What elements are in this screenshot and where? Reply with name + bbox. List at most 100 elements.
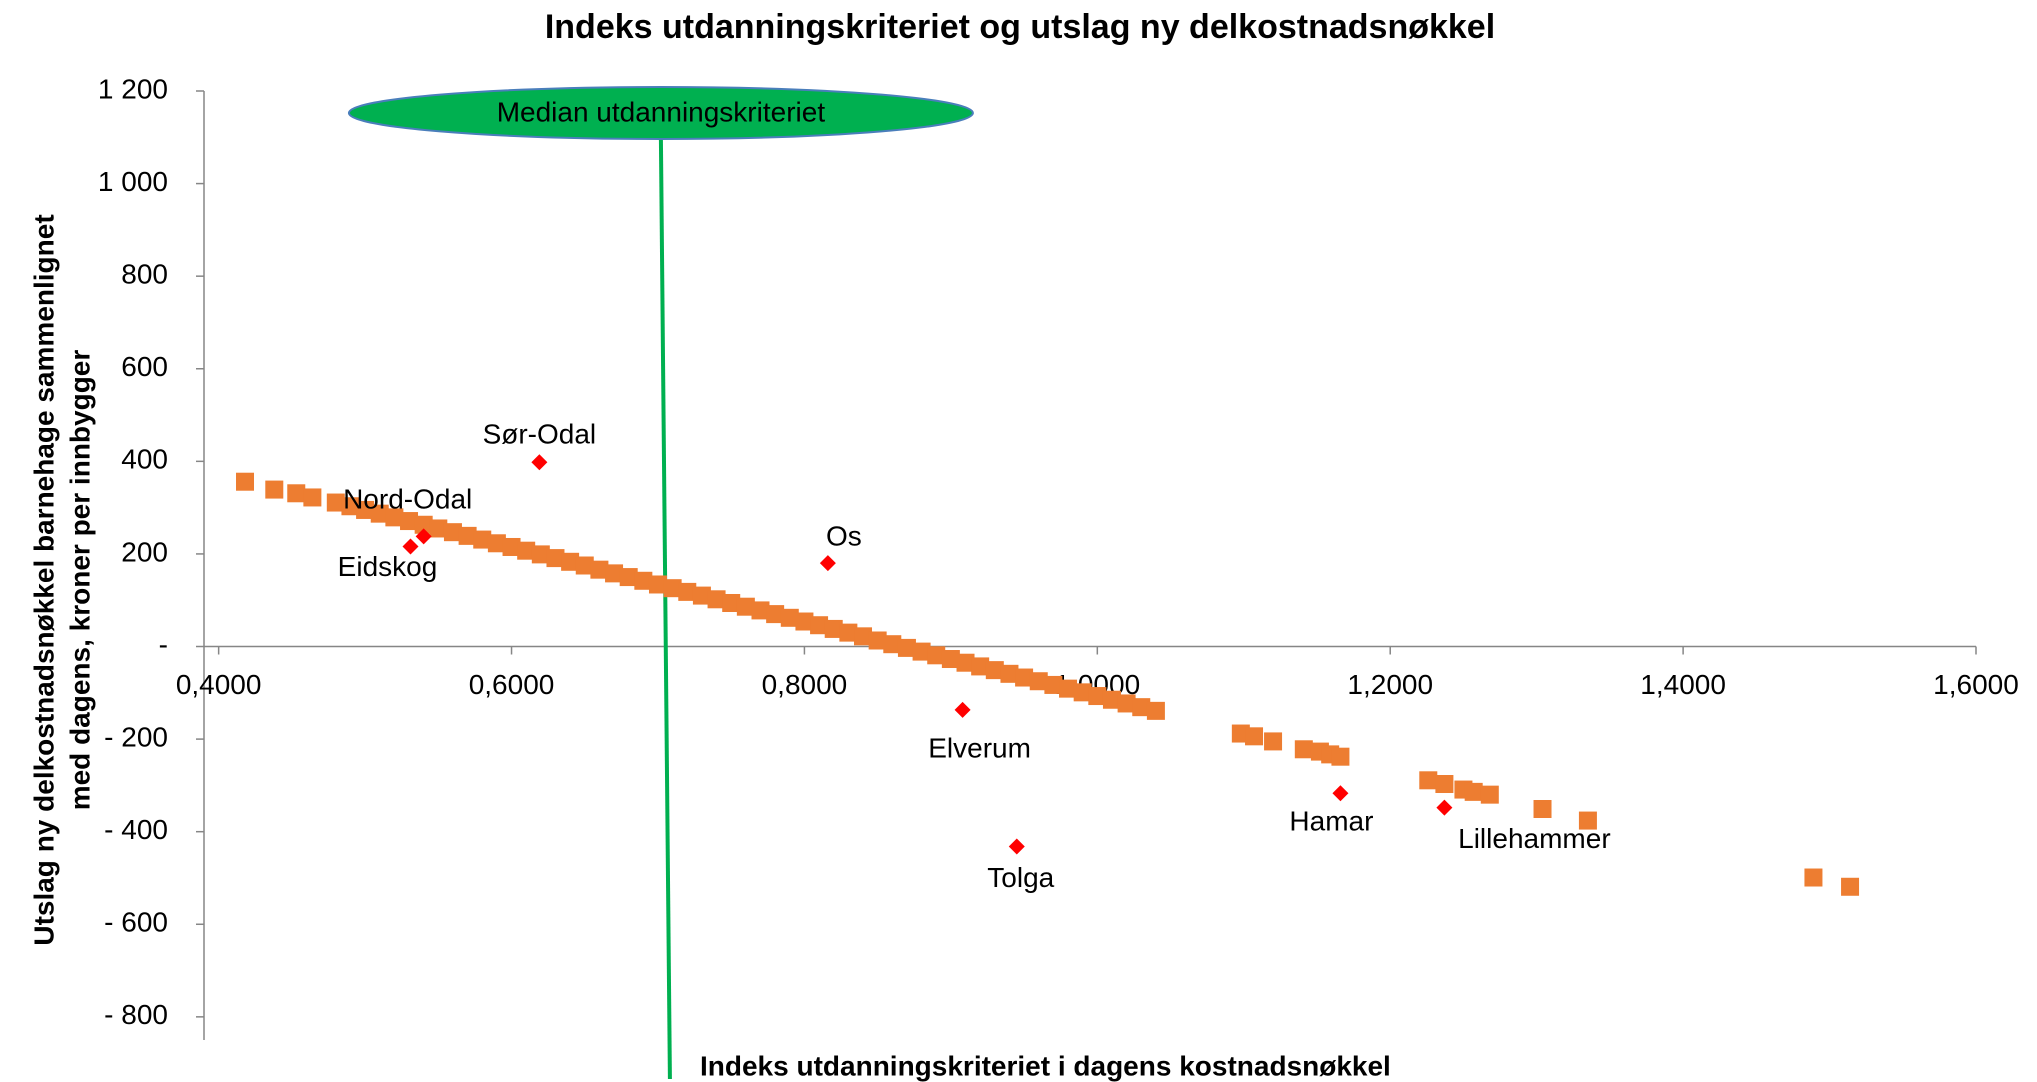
y-tick-label: - 800 [104,999,168,1030]
point [1044,675,1063,694]
x-tick-label: 1,2000 [1347,669,1433,700]
point [1015,668,1034,687]
point [517,541,536,560]
median-callout [347,86,974,140]
y-tick-label: 400 [121,444,168,475]
point [819,555,836,572]
y-tick-label: 1 200 [98,73,168,104]
point [1146,701,1165,720]
point [370,504,389,523]
point [634,571,653,590]
point [736,597,755,616]
point [546,549,565,568]
point [795,612,814,631]
point [1332,785,1349,802]
point [707,590,726,609]
point [854,627,873,646]
point [1331,747,1350,766]
point [414,515,433,534]
point [1436,799,1453,816]
point [473,530,492,549]
point [1464,782,1483,801]
point [971,657,990,676]
median-label: Median utdanningskriteriet [497,96,826,127]
point [766,605,785,624]
point [1059,679,1078,698]
point [590,560,609,579]
y-tick-label: 200 [121,536,168,567]
point [236,472,255,491]
point-label: Lillehammer [1458,823,1611,854]
y-axis-title: Utslag ny delkostnadsnøkkel barnehage sa… [28,214,59,945]
x-tick-label: 0,6000 [469,669,555,700]
point [648,575,667,594]
point [619,568,638,587]
point [824,619,843,638]
point [561,552,580,571]
point [287,484,306,503]
point [341,497,360,516]
point [1029,672,1048,691]
y-tick-label: - 200 [104,721,168,752]
point [954,701,971,718]
point-label: Tolga [987,862,1054,893]
point-label: Sør-Odal [483,419,597,450]
x-tick-label: 1,4000 [1640,669,1726,700]
point [531,454,548,471]
point [1419,771,1438,790]
median-line [658,139,672,1080]
point [487,534,506,553]
x-tick-label: 0,8000 [762,669,848,700]
point-label: Hamar [1289,806,1373,837]
point-label: Os [826,521,862,552]
x-tick-label: 0,4000 [176,669,262,700]
point [402,538,419,555]
point [1533,799,1552,818]
point [1264,732,1283,751]
point [868,631,887,650]
chart-title: Indeks utdanningskriteriet og utslag ny … [545,8,1495,46]
point [415,528,432,545]
y-tick-label: - [159,629,168,660]
point-label: Nord-Odal [343,484,472,515]
x-axis-title: Indeks utdanningskriteriet i dagens kost… [700,1050,1391,1081]
point-label: Elverum [928,732,1031,763]
point [1088,687,1107,706]
point [912,642,931,661]
point [927,646,946,665]
point [458,526,477,545]
point [839,623,858,642]
x-tick-label: 1,6000 [1933,669,2019,700]
y-tick-label: 800 [121,259,168,290]
point [663,579,682,598]
point [722,593,741,612]
point [941,650,960,669]
point [531,545,550,564]
point [883,635,902,654]
point [897,638,916,657]
point [956,653,975,672]
point [1102,690,1121,709]
point [1294,740,1313,759]
point [1804,868,1823,887]
point [429,519,448,538]
point [265,480,284,499]
point [1245,727,1264,746]
point [326,493,345,512]
point [1435,775,1454,794]
point [1132,698,1151,717]
point [605,564,624,583]
y-tick-label: - 600 [104,907,168,938]
point [1117,694,1136,713]
point [692,586,711,605]
y-tick-label: 1 000 [98,166,168,197]
point [780,608,799,627]
point [810,616,829,635]
point [1000,664,1019,683]
y-tick-label: 600 [121,351,168,382]
point [1073,683,1092,702]
point [1578,811,1597,830]
point-label: Eidskog [338,551,438,582]
point [575,556,594,575]
